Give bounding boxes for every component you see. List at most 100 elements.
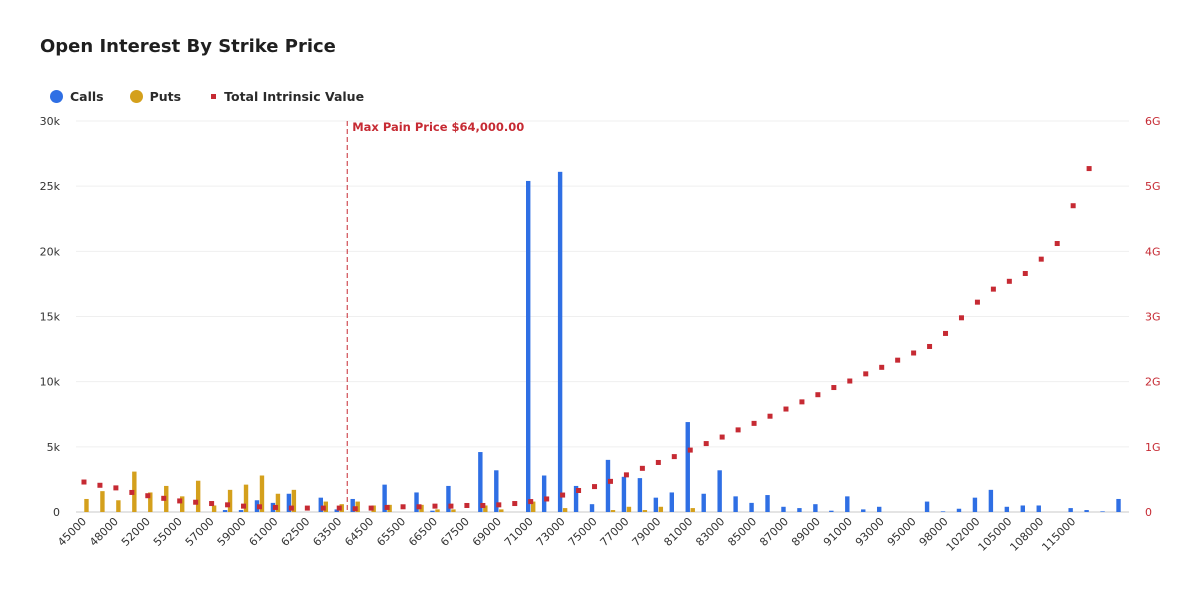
intrinsic-legend-marker [211, 94, 217, 99]
puts-bar [227, 489, 233, 512]
intrinsic-value-point [129, 489, 135, 495]
puts-bar [211, 505, 217, 512]
y-right-tick-label: 6G [1145, 115, 1161, 128]
intrinsic-value-point [432, 503, 438, 509]
x-tick-label: 87000 [757, 515, 791, 549]
y-right-tick-label: 3G [1145, 311, 1161, 324]
x-tick-label: 62500 [279, 515, 313, 549]
x-tick-label: 52000 [119, 515, 153, 549]
x-tick-label: 91000 [821, 515, 855, 549]
intrinsic-value-point [113, 485, 119, 491]
calls-bar [861, 509, 866, 512]
calls-bar [1020, 505, 1025, 512]
calls-bar [669, 492, 674, 512]
legend-item-puts[interactable]: Puts [129, 89, 182, 104]
puts-bar [690, 508, 695, 512]
intrinsic-value-point [81, 479, 87, 485]
puts-bar [531, 501, 536, 512]
x-tick-label: 89000 [789, 515, 823, 549]
puts-bar [148, 492, 153, 512]
puts-bar [84, 498, 89, 512]
x-tick-label: 85000 [725, 515, 759, 549]
intrinsic-value-point [990, 286, 996, 292]
intrinsic-value-point [1086, 166, 1092, 172]
puts-legend-marker [129, 90, 143, 103]
puts-bar [180, 496, 185, 512]
intrinsic-value-point [703, 441, 709, 447]
intrinsic-value-point [256, 504, 262, 510]
y-left-tick-label: 30k [40, 115, 61, 128]
x-tick-label: 71000 [502, 515, 536, 549]
puts-bar [116, 500, 121, 512]
intrinsic-value-point [464, 502, 470, 508]
intrinsic-value-point [576, 487, 582, 493]
intrinsic-value-point [671, 454, 677, 460]
calls-bar [717, 470, 722, 512]
calls-bar [589, 504, 595, 512]
calls-bar [1116, 498, 1121, 512]
max-pain-label: Max Pain Price $64,000.00 [352, 120, 524, 134]
y-right-tick-label: 5G [1145, 180, 1161, 193]
calls-bar [972, 497, 978, 512]
calls-bar [605, 459, 611, 512]
intrinsic-value-point [352, 506, 358, 512]
intrinsic-value-point [639, 465, 645, 471]
puts-bar [243, 484, 249, 512]
intrinsic-value-point [687, 447, 693, 453]
calls-bar [238, 510, 244, 512]
puts-bar [626, 506, 632, 512]
puts-bar [483, 505, 488, 512]
intrinsic-value-point [320, 505, 326, 511]
intrinsic-value-point [1054, 241, 1060, 247]
calls-bar [845, 496, 850, 512]
calls-bar [733, 496, 738, 512]
calls-bar [414, 492, 419, 512]
puts-bar [562, 508, 568, 512]
calls-bar [1068, 508, 1073, 512]
x-tick-label: 75000 [566, 515, 600, 549]
x-tick-label: 45000 [55, 515, 89, 549]
intrinsic-value-point [448, 503, 454, 509]
intrinsic-value-point [480, 502, 486, 508]
intrinsic-value-point [560, 492, 566, 498]
calls-bar [749, 502, 754, 512]
legend-label-puts: Puts [149, 89, 182, 104]
calls-bar [988, 489, 994, 512]
puts-bar [259, 475, 265, 512]
intrinsic-value-point [815, 392, 821, 398]
x-tick-label: 59000 [215, 515, 249, 549]
calls-bar [956, 508, 962, 512]
intrinsic-value-point [1006, 278, 1012, 284]
intrinsic-value-point [528, 499, 534, 505]
x-tick-label: 115000 [1039, 515, 1078, 554]
y-left-tick-label: 15k [40, 311, 61, 324]
puts-bar [100, 491, 105, 512]
y-left-tick-label: 5k [47, 441, 61, 454]
intrinsic-value-point [911, 350, 917, 356]
calls-bar [621, 476, 627, 512]
x-tick-label: 61000 [247, 515, 281, 549]
calls-bar [701, 493, 706, 512]
calls-bar [940, 511, 946, 512]
intrinsic-value-point [193, 499, 199, 505]
puts-bar [435, 509, 440, 512]
calls-bar [1084, 510, 1089, 512]
intrinsic-value-point [783, 406, 789, 412]
x-tick-label: 73000 [534, 515, 568, 549]
legend-item-calls[interactable]: Calls [50, 89, 104, 104]
intrinsic-value-point [767, 413, 773, 419]
puts-bar [323, 501, 328, 512]
intrinsic-value-point [751, 420, 757, 426]
puts-bar [658, 506, 664, 512]
chart-title: Open Interest By Strike Price [40, 36, 336, 57]
puts-bar [195, 480, 201, 512]
legend-item-intrinsic[interactable]: Total Intrinsic Value [207, 89, 364, 104]
intrinsic-value-point [416, 504, 422, 510]
calls-bar [526, 180, 531, 512]
y-left-tick-label: 10k [40, 376, 61, 389]
calls-legend-marker [50, 90, 63, 103]
x-tick-label: 69000 [470, 515, 504, 549]
calls-bar [350, 498, 355, 512]
intrinsic-value-point [623, 472, 629, 478]
